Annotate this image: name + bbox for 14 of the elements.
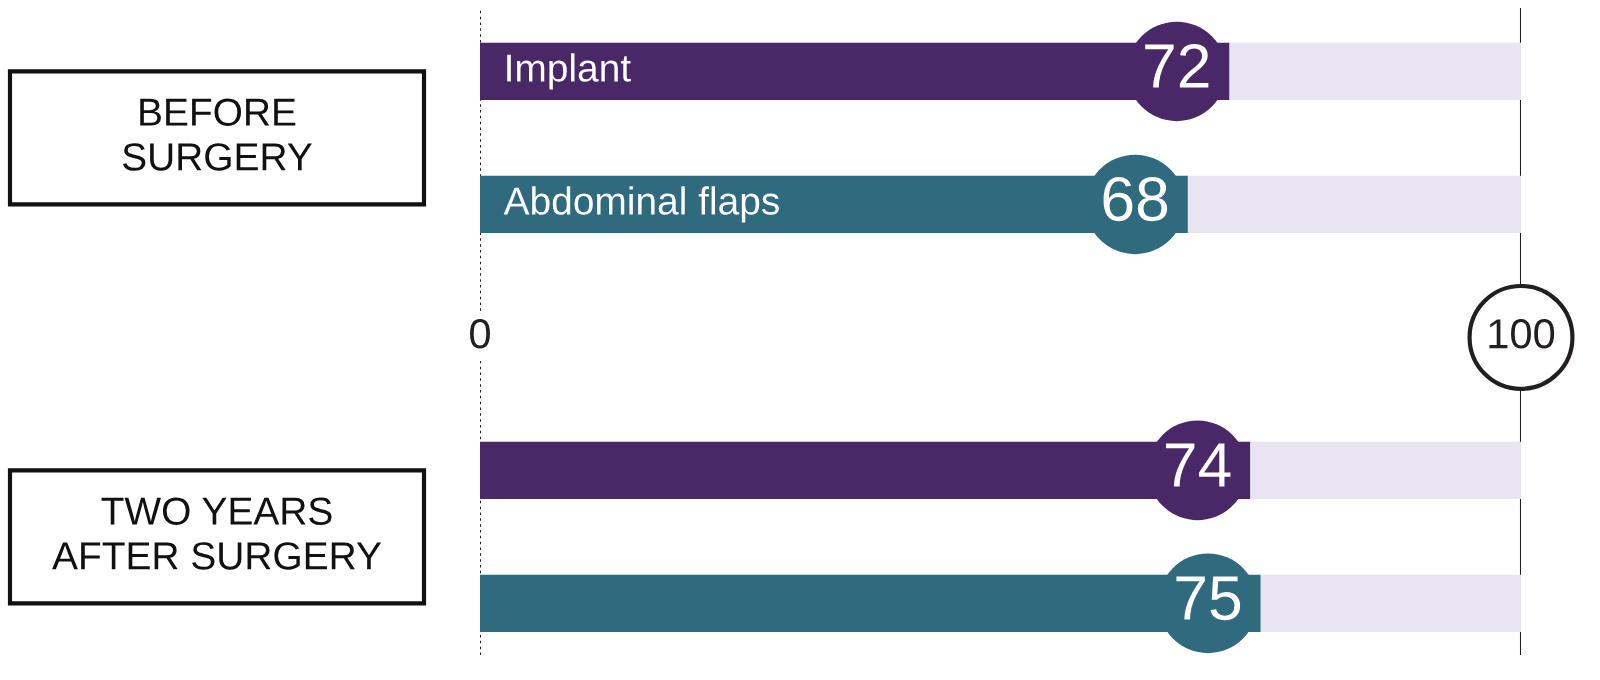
bar xyxy=(1250,441,1521,499)
data-label: 75 xyxy=(1176,576,1241,621)
text: TWO YEARS AFTER SURGERY xyxy=(52,497,382,570)
series-label: Implant xyxy=(507,53,631,90)
series-label: Abdominal flaps xyxy=(503,186,779,223)
x-tick-label: 100 xyxy=(1489,319,1555,349)
data-label: 68 xyxy=(1103,176,1168,222)
bar xyxy=(1229,42,1521,100)
x-tick-label: 0 xyxy=(470,319,490,349)
bar xyxy=(1260,574,1521,632)
data-label: 72 xyxy=(1145,43,1209,88)
bar xyxy=(1187,175,1521,233)
text: BEFORE SURGERY xyxy=(122,98,312,171)
data-label: 74 xyxy=(1166,443,1231,487)
